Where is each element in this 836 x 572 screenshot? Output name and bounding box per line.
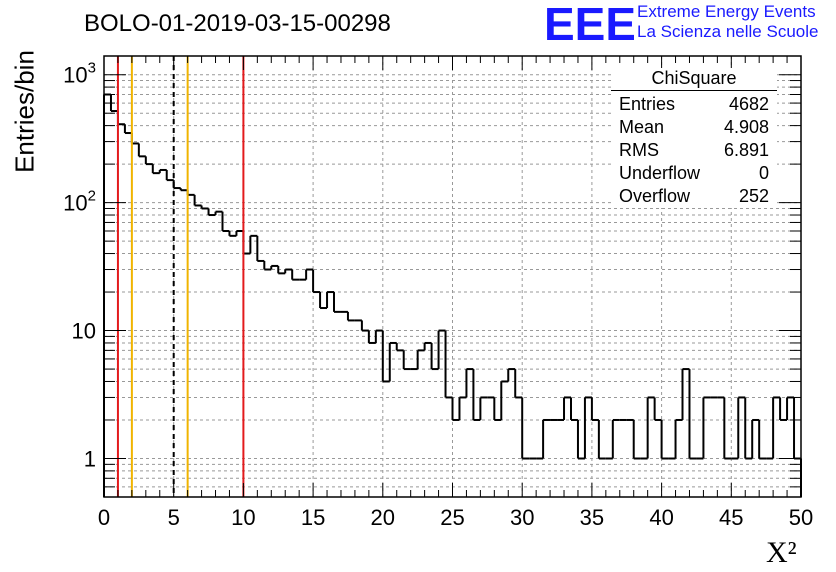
y-tick-label: 103 bbox=[63, 60, 96, 88]
stat-row-overflow: Overflow 252 bbox=[611, 185, 777, 208]
stat-value: 4.908 bbox=[723, 117, 769, 137]
y-tick-exponent: 3 bbox=[88, 60, 96, 77]
logo-text: EEE bbox=[544, 0, 634, 44]
x-axis-label: X² bbox=[766, 536, 797, 569]
eee-logo-icon: EEE bbox=[544, 0, 634, 44]
brand-line-1: Extreme Energy Events bbox=[637, 2, 816, 21]
brand-line-2: La Scienza nelle Scuole bbox=[637, 22, 819, 41]
y-tick-label: 10 bbox=[72, 319, 96, 344]
stat-row-rms: RMS 6.891 bbox=[611, 139, 777, 162]
x-tick-label: 35 bbox=[580, 505, 604, 530]
stats-box: ChiSquare Entries 4682 Mean 4.908 RMS 6.… bbox=[611, 68, 777, 208]
x-tick-label: 30 bbox=[510, 505, 534, 530]
x-tick-label: 50 bbox=[789, 505, 813, 530]
run-title: BOLO-01-2019-03-15-00298 bbox=[84, 10, 391, 37]
y-tick-label: 102 bbox=[63, 188, 96, 216]
x-tick-label: 20 bbox=[371, 505, 395, 530]
stat-row-underflow: Underflow 0 bbox=[611, 162, 777, 185]
stat-value: 6.891 bbox=[723, 140, 769, 160]
x-tick-label: 45 bbox=[719, 505, 743, 530]
stats-title: ChiSquare bbox=[611, 68, 777, 91]
stat-label: Underflow bbox=[619, 163, 701, 183]
x-tick-label: 10 bbox=[231, 505, 255, 530]
x-tick-label: 5 bbox=[168, 505, 180, 530]
stat-label: Overflow bbox=[619, 186, 691, 206]
y-axis-label: Entries/bin bbox=[9, 50, 40, 173]
x-tick-label: 40 bbox=[649, 505, 673, 530]
stat-label: Entries bbox=[619, 94, 676, 114]
y-tick-exponent: 2 bbox=[88, 188, 96, 205]
x-tick-label: 0 bbox=[98, 505, 110, 530]
x-tick-label: 25 bbox=[440, 505, 464, 530]
stat-row-mean: Mean 4.908 bbox=[611, 116, 777, 139]
stat-label: Mean bbox=[619, 117, 665, 137]
stat-value: 252 bbox=[738, 186, 769, 206]
stat-value: 4682 bbox=[728, 94, 769, 114]
stat-value: 0 bbox=[758, 163, 769, 183]
x-tick-label: 15 bbox=[301, 505, 325, 530]
stat-label: RMS bbox=[619, 140, 659, 160]
reference-lines bbox=[116, 56, 245, 497]
stat-row-entries: Entries 4682 bbox=[611, 93, 777, 116]
y-tick-label: 1 bbox=[84, 446, 96, 471]
